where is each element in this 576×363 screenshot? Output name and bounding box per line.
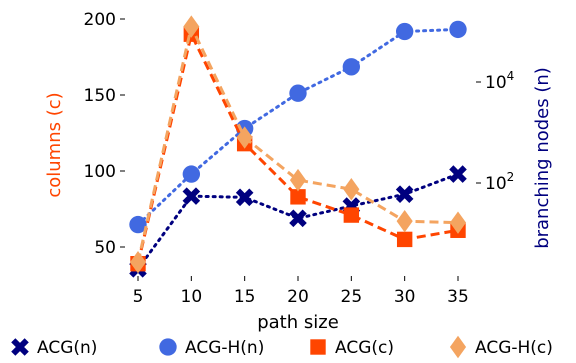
data-point-acg-h-c xyxy=(183,15,200,38)
series-line-acg-c xyxy=(136,29,459,265)
data-point-acg-h-c xyxy=(236,126,253,149)
left-axis: 50 100 150 200 xyxy=(84,10,125,258)
x-tick-label: 35 xyxy=(447,287,469,307)
right-tick-exponent: 2 xyxy=(507,170,515,184)
data-point-acg-h-c xyxy=(396,209,413,233)
left-tick-label: 50 xyxy=(94,238,116,258)
legend-label-acg-n: ACG(n) xyxy=(37,338,97,358)
series-acg-h-c xyxy=(129,15,467,274)
data-point-acg-h-n xyxy=(289,84,307,102)
legend-marker-acg-n xyxy=(11,338,29,356)
x-tick-label: 25 xyxy=(341,287,363,307)
left-axis-title: columns (c) xyxy=(44,92,65,197)
data-point-acg-n xyxy=(182,187,201,205)
legend-item-acg-n: ACG(n) xyxy=(11,338,97,358)
data-point-acg-c xyxy=(396,231,413,248)
data-point-acg-n xyxy=(289,209,307,228)
x-tick-label: 30 xyxy=(394,287,416,307)
legend-label-acg-h-n: ACG-H(n) xyxy=(185,338,264,358)
legend-label-acg-h-c: ACG-H(c) xyxy=(475,338,553,358)
left-tick-label: 100 xyxy=(84,162,116,182)
data-point-acg-h-c xyxy=(129,251,147,274)
data-point-acg-n xyxy=(235,188,254,207)
legend-marker-acg-h-n xyxy=(159,338,177,356)
data-point-acg-h-c xyxy=(449,211,467,234)
legend-label-acg-c: ACG(c) xyxy=(335,338,394,358)
left-tick-label: 200 xyxy=(84,10,116,30)
x-axis-title: path size xyxy=(257,312,339,333)
x-tick-label: 10 xyxy=(181,287,203,307)
right-tick-exponent: 4 xyxy=(507,69,515,83)
legend-item-acg-h-c: ACG-H(c) xyxy=(449,335,553,359)
legend-item-acg-c: ACG(c) xyxy=(310,338,394,358)
series-acg-c xyxy=(130,26,466,272)
legend-item-acg-h-n: ACG-H(n) xyxy=(159,338,264,358)
legend-marker-acg-h-c xyxy=(449,335,467,359)
right-axis: 102 104 xyxy=(476,69,514,194)
data-point-acg-h-n xyxy=(129,215,147,234)
legend-marker-acg-c xyxy=(310,339,326,355)
data-point-acg-h-c xyxy=(343,178,360,201)
data-point-acg-c xyxy=(290,189,306,205)
data-point-acg-c xyxy=(343,207,360,223)
left-tick-label: 150 xyxy=(84,86,116,106)
series-line-acg-h-c xyxy=(136,22,459,263)
right-tick-label: 104 xyxy=(485,69,514,93)
series-acg-h-n xyxy=(129,20,467,234)
x-tick-label: 15 xyxy=(234,287,256,307)
data-point-acg-h-n xyxy=(342,58,361,76)
x-tick-label: 20 xyxy=(287,287,309,307)
data-point-acg-h-n xyxy=(449,20,467,39)
x-axis: 5 10 15 20 25 30 35 xyxy=(133,276,469,307)
right-tick-label: 102 xyxy=(485,170,514,194)
data-point-acg-h-c xyxy=(289,168,307,192)
data-point-acg-n xyxy=(395,185,414,204)
legend: ACG(n) ACG-H(n) ACG(c) ACG-H(c) xyxy=(11,335,553,359)
series-layer xyxy=(129,15,467,278)
data-point-acg-h-n xyxy=(395,22,414,41)
data-point-acg-h-n xyxy=(182,165,201,183)
data-point-acg-n xyxy=(449,165,467,183)
right-axis-title: branching nodes (n) xyxy=(532,67,553,249)
x-tick-label: 5 xyxy=(133,287,144,307)
